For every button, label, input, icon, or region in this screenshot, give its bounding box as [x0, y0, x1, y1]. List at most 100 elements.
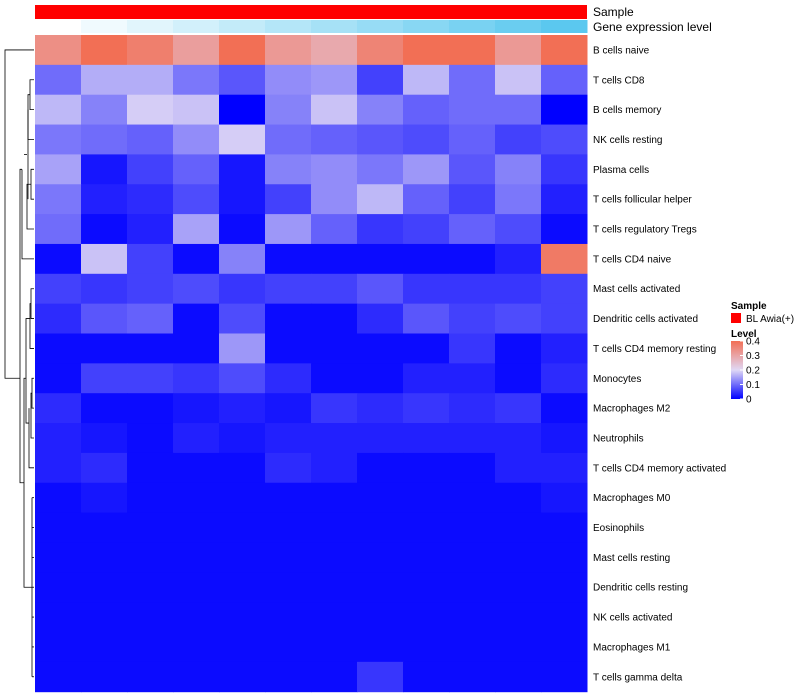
legend-tick-label: 0.1 [746, 380, 760, 391]
heatmap-cell [35, 243, 82, 275]
heatmap-cell [495, 64, 542, 96]
heatmap-cell [81, 35, 128, 66]
heatmap-cell [495, 303, 542, 334]
legend-sample-entry: BL Awia(+) [746, 314, 794, 325]
row-label: Macrophages M2 [593, 404, 671, 415]
expression-annotation-cell [219, 20, 266, 33]
heatmap-cell [357, 661, 404, 693]
heatmap-cell [495, 632, 542, 663]
heatmap-cell [35, 452, 82, 484]
heatmap-cells [35, 35, 588, 693]
row-label: Eosinophils [593, 523, 644, 534]
heatmap-cell [495, 124, 542, 155]
legend-sample-swatch [731, 313, 741, 323]
heatmap-cell [311, 124, 358, 155]
heatmap-cell [541, 303, 588, 334]
heatmap-cell [357, 602, 404, 633]
heatmap-cell [35, 572, 82, 603]
heatmap-cell [541, 243, 588, 275]
heatmap-cell [265, 363, 312, 394]
heatmap-cell [219, 452, 266, 484]
expression-annotation-cell [449, 20, 496, 33]
heatmap-cell [449, 243, 496, 275]
heatmap-cell [173, 64, 220, 96]
heatmap-cell [311, 423, 358, 454]
heatmap-cell [219, 303, 266, 334]
heatmap-cell [35, 512, 82, 543]
legend-sample-title: Sample [731, 301, 767, 312]
heatmap-cell [127, 184, 174, 215]
heatmap-cell [219, 64, 266, 96]
heatmap-cell [219, 214, 266, 245]
heatmap-cell [357, 512, 404, 543]
heatmap-cell [357, 64, 404, 96]
heatmap-cell [219, 542, 266, 573]
heatmap-cell [449, 273, 496, 305]
heatmap-cell [541, 333, 588, 364]
row-label: T cells CD8 [593, 75, 645, 86]
heatmap-cell [265, 154, 312, 185]
heatmap-cell [265, 64, 312, 96]
heatmap-cell [495, 661, 542, 693]
heatmap-cell [265, 452, 312, 484]
heatmap-cell [541, 64, 588, 96]
heatmap-cell [403, 94, 450, 126]
heatmap-cell [35, 602, 82, 633]
heatmap-cell [357, 632, 404, 663]
expression-annotation-cell [403, 20, 450, 33]
heatmap-cell [311, 452, 358, 484]
heatmap-cell [357, 542, 404, 573]
heatmap-cell [127, 94, 174, 126]
heatmap-cell [357, 35, 404, 66]
heatmap-cell [173, 94, 220, 126]
heatmap-cell [81, 423, 128, 454]
heatmap-cell [265, 632, 312, 663]
heatmap-cell [541, 423, 588, 454]
heatmap-cell [265, 94, 312, 126]
heatmap-cell [35, 632, 82, 663]
heatmap-cell [265, 512, 312, 543]
heatmap-cell [35, 124, 82, 155]
heatmap-cell [541, 35, 588, 66]
heatmap-cell [35, 423, 82, 454]
heatmap-cell [449, 512, 496, 543]
heatmap-cell [541, 452, 588, 484]
row-label: Dendritic cells activated [593, 314, 698, 325]
heatmap-cell [173, 35, 220, 66]
heatmap-cell [541, 482, 588, 514]
dendrogram-branch [28, 408, 34, 469]
heatmap-cell [265, 214, 312, 245]
heatmap-cell [127, 64, 174, 96]
heatmap-cell [311, 602, 358, 633]
heatmap-cell [127, 214, 174, 245]
heatmap-cell [173, 154, 220, 185]
heatmap-cell [127, 423, 174, 454]
heatmap-cell [311, 393, 358, 424]
heatmap-cell [35, 273, 82, 305]
heatmap-cell [173, 423, 220, 454]
heatmap-cell [35, 94, 82, 126]
heatmap-cell [311, 154, 358, 185]
heatmap-cell [403, 64, 450, 96]
heatmap-cell [81, 632, 128, 663]
heatmap-cell [219, 243, 266, 275]
heatmap-cell [173, 243, 220, 275]
row-label: T cells follicular helper [593, 195, 692, 206]
heatmap-cell [403, 542, 450, 573]
heatmap-cell [357, 482, 404, 514]
row-label: NK cells activated [593, 613, 672, 624]
heatmap-cell [403, 512, 450, 543]
heatmap-cell [311, 64, 358, 96]
heatmap-cell [219, 333, 266, 364]
heatmap-cell [357, 154, 404, 185]
row-label: T cells gamma delta [593, 672, 683, 683]
heatmap-cell [357, 273, 404, 305]
row-label: Plasma cells [593, 165, 649, 176]
heatmap-cell [449, 661, 496, 693]
heatmap-cell [127, 661, 174, 693]
heatmap-cell [35, 64, 82, 96]
legend-tick-label: 0 [746, 395, 752, 406]
heatmap-cell [127, 363, 174, 394]
dendrogram-branch [25, 318, 30, 424]
heatmap-cell [127, 572, 174, 603]
